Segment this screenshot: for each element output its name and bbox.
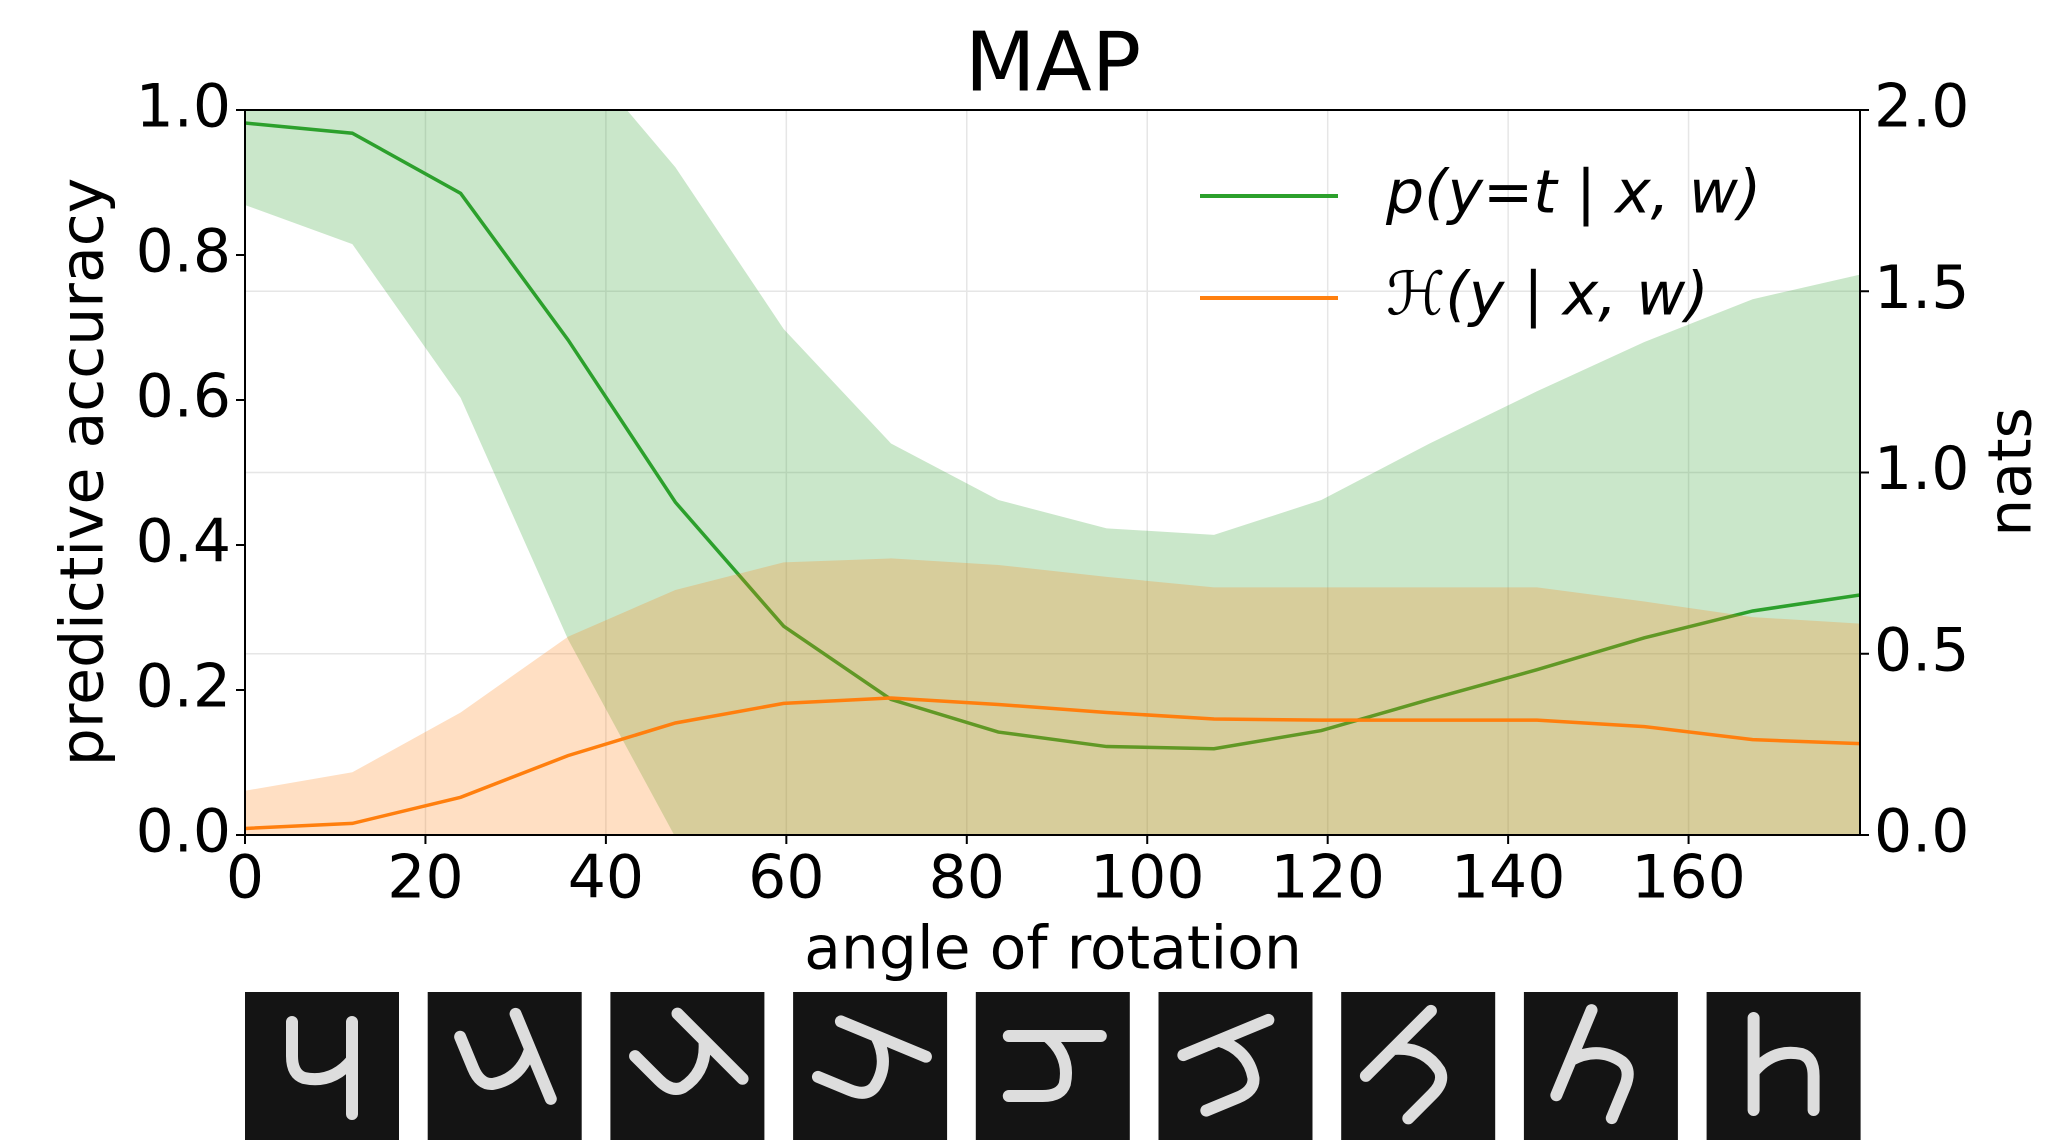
y2-tick-label: 0.5	[1874, 615, 1969, 685]
digit-glyph	[811, 1015, 932, 1099]
x-tick-label: 60	[748, 843, 824, 913]
line	[245, 696, 1860, 831]
digit-thumbnail	[793, 992, 948, 1140]
x-tick-label: 0	[226, 843, 264, 913]
digit-glyph	[1747, 1012, 1820, 1116]
digit-stroke	[1002, 1030, 1107, 1102]
legend: p(y=t | x, w) ℋ(y | x, w)	[1200, 158, 1761, 330]
digit-glyph	[1002, 1030, 1107, 1102]
confidence-band	[245, 110, 1860, 835]
y-axis-label: predictive accuracy	[48, 178, 118, 767]
digit-stroke	[629, 1007, 749, 1095]
y-tick-label: 0.0	[136, 797, 231, 867]
x-axis-label: angle of rotation	[804, 914, 1302, 984]
digit-glyph	[454, 1007, 557, 1105]
digit-stroke	[811, 1015, 932, 1099]
digit-stroke	[286, 1016, 358, 1120]
y-tick-label: 0.8	[136, 217, 231, 287]
digit-glyph	[1550, 1004, 1634, 1125]
digit-thumbnail	[1158, 992, 1313, 1140]
digit-glyph	[286, 1016, 358, 1120]
y2-tick-label: 2.0	[1874, 72, 1969, 142]
digit-stroke	[1359, 1004, 1448, 1125]
digit-thumbnail	[610, 992, 765, 1140]
digit-glyph	[1359, 1004, 1448, 1125]
y-tick-label: 0.6	[136, 362, 231, 432]
digit-thumbnail	[1523, 992, 1678, 1140]
x-tick-label: 80	[929, 843, 1005, 913]
y2-tick-label: 0.0	[1874, 797, 1969, 867]
plot-area	[245, 110, 1860, 835]
x-tick-label: 140	[1451, 843, 1566, 913]
digit-stroke	[1177, 1013, 1275, 1117]
axes: 0 20 40 60 80 100 120 140 160 0.0 0.2 0.4 0.6 0.8 1.0 0…	[136, 72, 1970, 913]
legend-label: p(y=t | x, w)	[1385, 158, 1761, 228]
digit-thumbnail	[245, 992, 399, 1140]
x-tick-label: 20	[387, 843, 463, 913]
x-tick-label: 120	[1270, 843, 1385, 913]
y-tick-label: 0.4	[136, 507, 231, 577]
digit-thumbnail	[1341, 992, 1496, 1140]
y-tick-label: 0.2	[136, 652, 231, 722]
digit-stroke	[1550, 1004, 1634, 1125]
y2-axis-label: nats	[1976, 407, 2046, 537]
line	[245, 121, 1860, 751]
digit-glyph	[1177, 1013, 1275, 1117]
digit-glyph	[629, 1007, 749, 1095]
rotated-digit-strip	[245, 992, 1861, 1140]
digit-stroke	[454, 1007, 557, 1105]
confidence-band	[245, 558, 1860, 835]
x-tick-label: 160	[1631, 843, 1746, 913]
digit-thumbnail	[427, 992, 582, 1140]
legend-label: ℋ(y | x, w)	[1386, 260, 1709, 330]
x-tick-label: 100	[1090, 843, 1205, 913]
y2-tick-label: 1.0	[1874, 434, 1969, 504]
digit-thumbnail	[1706, 992, 1861, 1140]
digit-stroke	[1747, 1012, 1820, 1116]
y-tick-label: 1.0	[136, 72, 231, 142]
chart-title: MAP	[965, 15, 1141, 110]
digit-thumbnail	[975, 992, 1130, 1140]
x-tick-label: 40	[568, 843, 644, 913]
y2-tick-label: 1.5	[1874, 253, 1969, 323]
